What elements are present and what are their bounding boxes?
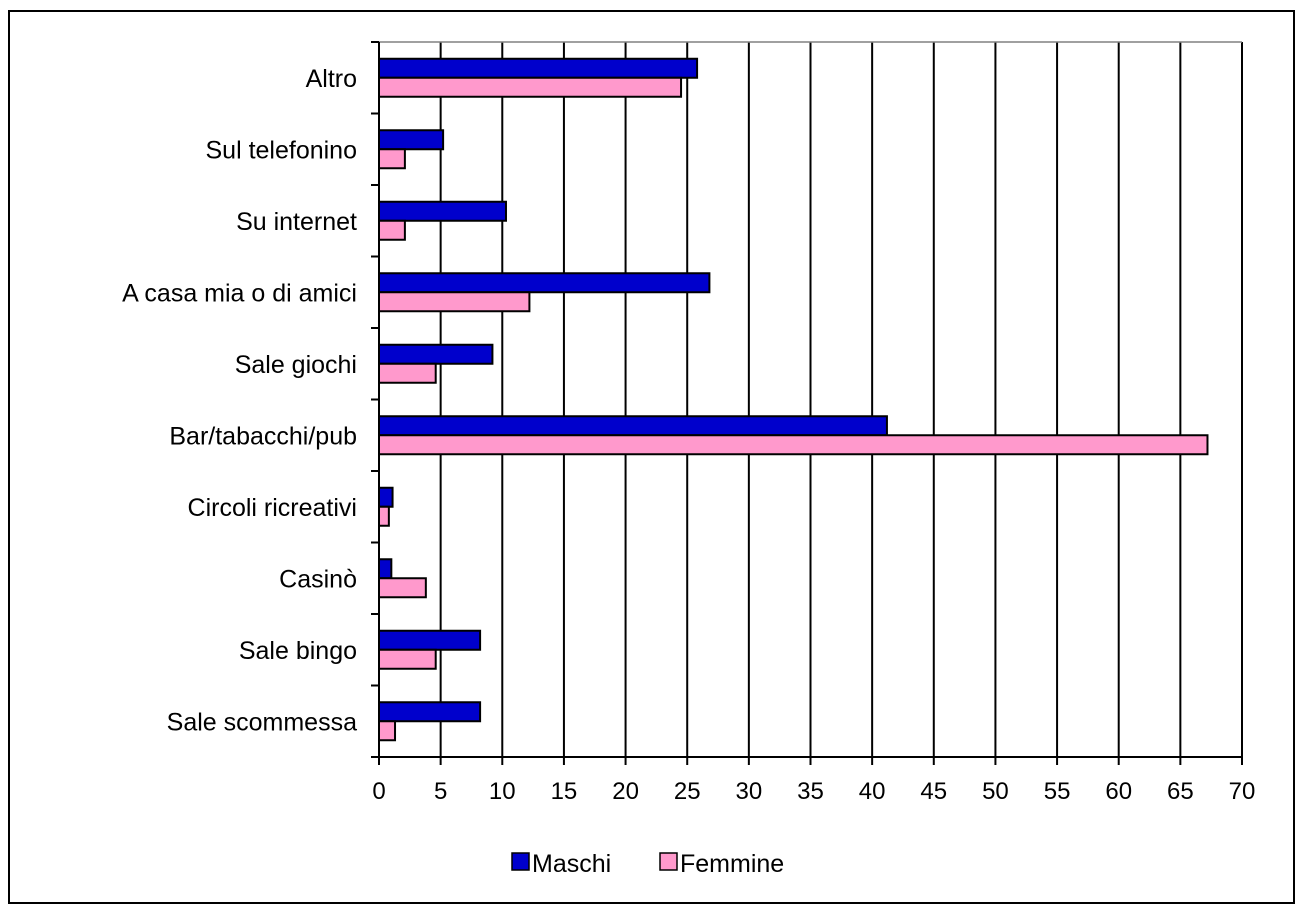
legend-swatch-femmine bbox=[659, 852, 678, 871]
category-label: Casinò bbox=[279, 565, 357, 593]
bar-maschi-8: Sale bingo — Maschi: 8.2 bbox=[378, 629, 482, 651]
category-label: A casa mia o di amici bbox=[122, 279, 357, 307]
bar-maschi-0: Altro — Maschi: 25.8 bbox=[378, 57, 699, 79]
category-label: Su internet bbox=[236, 208, 357, 236]
category-label: Sale scommessa bbox=[167, 708, 357, 736]
bar-maschi-3: A casa mia o di amici — Maschi: 26.8 bbox=[378, 272, 711, 294]
bar-femmine-7: Casinò — Femmine: 3.8 bbox=[378, 577, 427, 599]
bar-maschi-9: Sale scommessa — Maschi: 8.2 bbox=[378, 701, 482, 723]
x-tick-label: 25 bbox=[674, 778, 701, 805]
bar-maschi-6: Circoli ricreativi — Maschi: 1.1 bbox=[378, 486, 394, 508]
bar-femmine-0: Altro — Femmine: 24.5 bbox=[378, 76, 683, 98]
x-tick-label: 15 bbox=[551, 778, 578, 805]
x-tick-label: 5 bbox=[434, 778, 447, 805]
bar-maschi-7: Casinò — Maschi: 1 bbox=[378, 558, 393, 580]
bar-femmine-9: Sale scommessa — Femmine: 1.3 bbox=[378, 720, 397, 742]
x-tick-label: 35 bbox=[797, 778, 824, 805]
legend: Maschi Femmine bbox=[511, 850, 784, 878]
category-label: Sul telefonino bbox=[205, 136, 357, 164]
axis-labels: 0 5 10 15 20 25 30 35 40 45 50 55 60 65 70 Altro Sul tel… bbox=[122, 65, 1255, 805]
x-tick-label: 30 bbox=[736, 778, 763, 805]
bars: Altro — Maschi: 25.8Altro — Femmine: 24.… bbox=[378, 57, 1209, 742]
x-tick-label: 65 bbox=[1167, 778, 1194, 805]
legend-label-femmine: Femmine bbox=[680, 850, 784, 878]
x-tick-label: 20 bbox=[612, 778, 639, 805]
bar-maschi-5: Bar/tabacchi/pub — Maschi: 41.2 bbox=[378, 415, 888, 437]
x-tick-label: 60 bbox=[1105, 778, 1132, 805]
category-label: Altro bbox=[306, 65, 357, 93]
x-tick-label: 55 bbox=[1044, 778, 1071, 805]
bar-femmine-3: A casa mia o di amici — Femmine: 12.2 bbox=[378, 291, 531, 313]
chart-frame bbox=[8, 10, 1295, 904]
axes bbox=[371, 41, 1243, 765]
bar-femmine-1: Sul telefonino — Femmine: 2.1 bbox=[378, 148, 406, 170]
bar-femmine-2: Su internet — Femmine: 2.1 bbox=[378, 219, 406, 241]
bar-femmine-8: Sale bingo — Femmine: 4.6 bbox=[378, 648, 437, 670]
category-label: Circoli ricreativi bbox=[188, 494, 357, 522]
x-tick-label: 40 bbox=[859, 778, 886, 805]
x-tick-label: 45 bbox=[920, 778, 947, 805]
gridlines bbox=[439, 42, 1243, 757]
bar-femmine-6: Circoli ricreativi — Femmine: 0.8 bbox=[378, 505, 390, 527]
category-label: Sale giochi bbox=[235, 351, 357, 379]
bar-femmine-4: Sale giochi — Femmine: 4.6 bbox=[378, 362, 437, 384]
bar-maschi-1: Sul telefonino — Maschi: 5.2 bbox=[378, 129, 445, 151]
x-tick-label: 50 bbox=[982, 778, 1009, 805]
legend-label-maschi: Maschi bbox=[532, 850, 611, 878]
bar-maschi-4: Sale giochi — Maschi: 9.2 bbox=[378, 343, 494, 365]
category-label: Sale bingo bbox=[239, 637, 357, 665]
bar-femmine-5: Bar/tabacchi/pub — Femmine: 67.2 bbox=[378, 434, 1209, 456]
x-tick-label: 10 bbox=[489, 778, 516, 805]
bar-maschi-2: Su internet — Maschi: 10.3 bbox=[378, 200, 507, 222]
legend-swatch-maschi bbox=[511, 852, 530, 871]
x-tick-label: 0 bbox=[372, 778, 385, 805]
x-tick-label: 70 bbox=[1229, 778, 1256, 805]
category-label: Bar/tabacchi/pub bbox=[169, 422, 357, 450]
